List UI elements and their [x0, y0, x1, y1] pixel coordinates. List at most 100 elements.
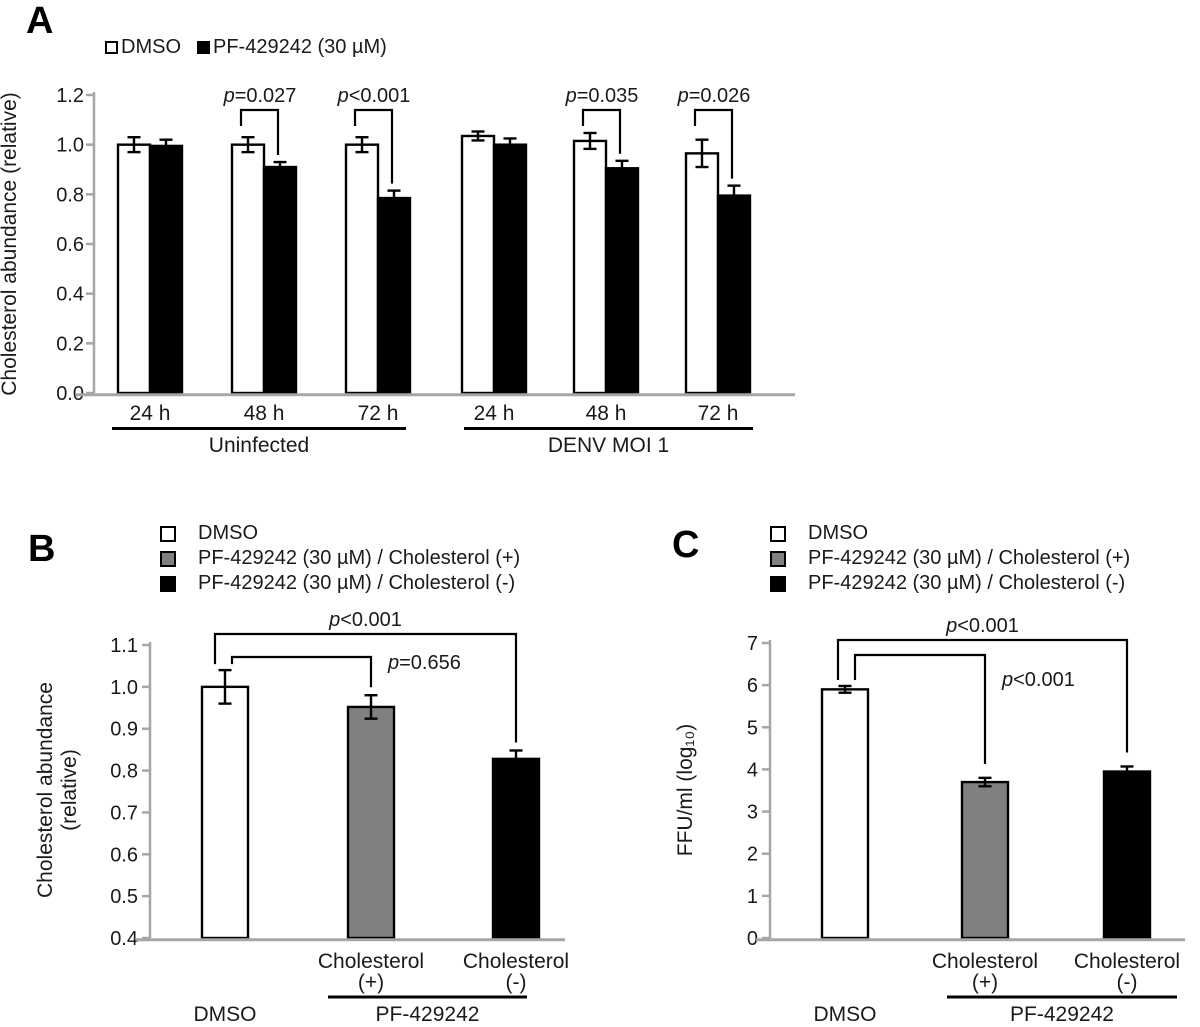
bar-dmso-5: [684, 152, 720, 395]
y-tick-label: 1.0: [56, 135, 84, 157]
x-category-label: 48 h: [244, 402, 285, 425]
bar-2: [1102, 770, 1152, 940]
bottom-label-dmso: DMSO: [814, 1003, 877, 1026]
y-tick-label: 0.2: [56, 333, 84, 355]
legend-item-dmso: DMSO: [160, 521, 520, 546]
bar-dmso-2: [344, 143, 380, 395]
bar-1: [960, 780, 1010, 940]
significance-bracket: [239, 108, 280, 156]
p-value-label: p<0.001: [328, 609, 402, 631]
pf-chol-plus-swatch-icon: [770, 550, 786, 567]
legend-item-dmso: DMSO: [105, 36, 181, 59]
y-tick-label: 0.4: [110, 928, 138, 950]
panel-a-y-axis-title: Cholesterol abundance (relative): [0, 92, 21, 396]
p-value-label: p<0.001: [1001, 669, 1075, 691]
bar-0: [820, 688, 870, 940]
bar-pf429242-3: [492, 143, 528, 395]
y-tick-label: 0.9: [110, 719, 138, 741]
x-category-label: 48 h: [586, 402, 627, 425]
x-category-label: 72 h: [358, 402, 399, 425]
bar-dmso-3: [460, 134, 496, 395]
y-tick-label: 1.1: [110, 635, 138, 657]
legend-item-pf-chol-plus: PF-429242 (30 µM) / Cholesterol (+): [160, 546, 520, 571]
significance-bracket: [853, 653, 987, 764]
bar-sublabel: Cholesterol: [463, 950, 569, 973]
bar-sublabel: (+): [972, 971, 998, 994]
bar-pf429242-1: [262, 165, 298, 395]
panel-B-y-axis-title: Cholesterol abundance: [34, 682, 57, 898]
significance-bracket: [836, 638, 1129, 753]
legend-item-pf-chol-plus: PF-429242 (30 µM) / Cholesterol (+): [770, 546, 1130, 571]
bar-pf429242-4: [604, 167, 640, 395]
y-tick-label: 0.6: [110, 844, 138, 866]
y-tick-label: 1: [747, 886, 758, 908]
dmso-swatch-icon: [770, 525, 786, 542]
bar-1: [346, 705, 396, 940]
y-tick-label: 0.6: [56, 234, 84, 256]
bottom-label-dmso: DMSO: [194, 1003, 257, 1026]
y-tick-label: 0.5: [110, 886, 138, 908]
y-tick-label: 1.0: [110, 677, 138, 699]
bar-2: [491, 757, 541, 940]
x-category-label: 24 h: [474, 402, 515, 425]
legend-label: PF-429242 (30 µM) / Cholesterol (-): [198, 572, 516, 594]
panel-a-legend: DMSO PF-429242 (30 µM): [0, 36, 600, 60]
bar-dmso-1: [230, 143, 266, 395]
significance-bracket: [693, 108, 734, 179]
p-value-label: p<0.001: [945, 615, 1019, 637]
y-tick-label: 2: [747, 844, 758, 866]
bar-sublabel: (-): [506, 971, 527, 994]
bar-dmso-4: [572, 139, 608, 395]
p-value-label: p=0.027: [223, 85, 297, 107]
legend-label: PF-429242 (30 µM): [213, 36, 387, 58]
panel-b-label: B: [28, 528, 56, 570]
y-tick-label: 0: [747, 928, 758, 950]
pf429242-swatch-icon: [197, 41, 210, 54]
bar-pf429242-2: [376, 196, 412, 395]
y-tick-label: 3: [747, 802, 758, 824]
panel-B-y-axis-title: (relative): [58, 749, 81, 831]
significance-bracket: [353, 108, 394, 184]
pf-chol-minus-swatch-icon: [160, 575, 176, 592]
group-label: DENV MOI 1: [548, 434, 669, 457]
dmso-swatch-icon: [160, 525, 176, 542]
panel-C-y-axis-title: FFU/ml (log₁₀): [674, 724, 697, 856]
panel-a-label: A: [26, 0, 54, 42]
bar-pf429242-5: [716, 194, 752, 395]
dmso-swatch-icon: [105, 41, 118, 54]
legend-label: DMSO: [198, 522, 258, 544]
bar-sublabel: Cholesterol: [1074, 950, 1180, 973]
panel-b-legend: DMSO PF-429242 (30 µM) / Cholesterol (+)…: [160, 521, 520, 596]
significance-bracket: [230, 655, 373, 688]
bar-sublabel: (-): [1117, 971, 1138, 994]
significance-bracket: [213, 632, 518, 743]
bar-dmso-0: [116, 143, 152, 395]
y-tick-label: 5: [747, 717, 758, 739]
panel-c-legend: DMSO PF-429242 (30 µM) / Cholesterol (+)…: [770, 521, 1130, 596]
legend-item-pf429242: PF-429242 (30 µM): [197, 36, 387, 59]
bar-sublabel: Cholesterol: [318, 950, 424, 973]
y-tick-label: 6: [747, 675, 758, 697]
y-tick-label: 1.2: [56, 85, 84, 107]
legend-label: DMSO: [121, 36, 181, 58]
x-category-label: 72 h: [698, 402, 739, 425]
p-value-label: p=0.035: [565, 85, 639, 107]
bar-sublabel: (+): [358, 971, 384, 994]
group-label: Uninfected: [209, 434, 309, 457]
panel-c-label: C: [672, 524, 700, 566]
bottom-label-pf429242: PF-429242: [376, 1003, 480, 1026]
p-value-label: p=0.026: [677, 85, 751, 107]
y-tick-label: 0.0: [56, 383, 84, 405]
p-value-label: p=0.656: [387, 652, 461, 674]
legend-label: PF-429242 (30 µM) / Cholesterol (+): [198, 547, 521, 569]
significance-bracket: [581, 108, 622, 154]
legend-item-dmso: DMSO: [770, 521, 1130, 546]
legend-item-pf-chol-minus: PF-429242 (30 µM) / Cholesterol (-): [770, 571, 1130, 596]
y-tick-label: 0.8: [56, 184, 84, 206]
legend-label: PF-429242 (30 µM) / Cholesterol (+): [808, 547, 1131, 569]
pf-chol-minus-swatch-icon: [770, 575, 786, 592]
p-value-label: p<0.001: [337, 85, 411, 107]
pf-chol-plus-swatch-icon: [160, 550, 176, 567]
